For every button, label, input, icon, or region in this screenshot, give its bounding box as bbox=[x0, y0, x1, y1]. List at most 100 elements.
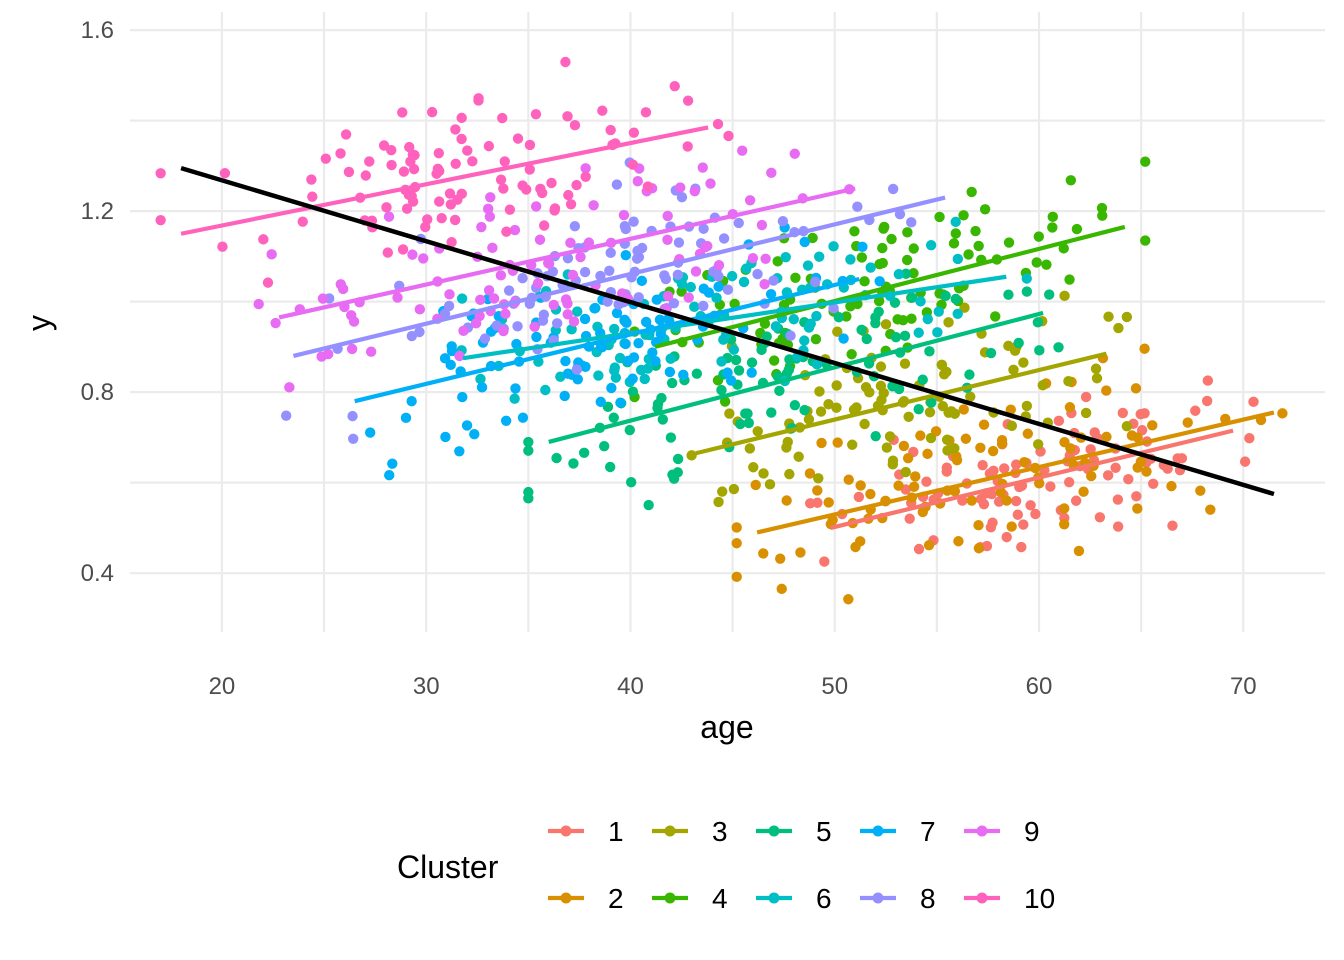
scatter-point bbox=[977, 459, 988, 471]
scatter-point bbox=[456, 112, 467, 124]
scatter-point bbox=[1101, 431, 1112, 443]
legend-key-point bbox=[664, 892, 676, 904]
scatter-point bbox=[475, 294, 486, 305]
scatter-point bbox=[253, 298, 264, 310]
scatter-point bbox=[894, 208, 906, 220]
scatter-point bbox=[572, 306, 583, 317]
scatter-point bbox=[565, 237, 576, 249]
scatter-point bbox=[880, 319, 892, 330]
scatter-point bbox=[1025, 500, 1036, 511]
scatter-point bbox=[569, 119, 581, 131]
scatter-point bbox=[1147, 420, 1158, 431]
scatter-point bbox=[924, 407, 936, 418]
scatter-point bbox=[529, 321, 540, 332]
legend-item: 8 bbox=[860, 883, 936, 914]
legend-key-point bbox=[976, 825, 988, 837]
scatter-point bbox=[551, 318, 563, 329]
scatter-point bbox=[815, 406, 827, 417]
scatter-point bbox=[1030, 508, 1041, 520]
scatter-point bbox=[530, 108, 542, 120]
scatter-point bbox=[571, 179, 582, 191]
scatter-point bbox=[747, 252, 759, 264]
legend-key-point bbox=[872, 825, 884, 837]
scatter-point bbox=[426, 106, 438, 118]
scatter-point bbox=[656, 392, 667, 404]
scatter-point bbox=[790, 272, 801, 283]
scatter-point bbox=[523, 436, 534, 448]
scatter-point bbox=[548, 299, 559, 311]
x-axis-title: age bbox=[700, 709, 753, 745]
scatter-point bbox=[643, 499, 654, 511]
scatter-point bbox=[386, 159, 397, 171]
scatter-point bbox=[340, 129, 352, 140]
scatter-point bbox=[467, 156, 478, 167]
scatter-point bbox=[965, 391, 976, 402]
cluster-fit-line bbox=[278, 186, 856, 320]
scatter-point bbox=[733, 217, 744, 229]
scatter-point bbox=[932, 327, 943, 338]
scatter-point bbox=[1058, 243, 1069, 254]
overall-regression-line bbox=[180, 165, 1275, 497]
scatter-point bbox=[436, 212, 447, 224]
overall-fit-line bbox=[180, 165, 1275, 497]
legend-item: 2 bbox=[548, 883, 624, 914]
scatter-point bbox=[642, 181, 654, 192]
scatter-point bbox=[270, 317, 281, 329]
scatter-point bbox=[942, 445, 953, 456]
scatter-point bbox=[633, 338, 644, 349]
scatter-point bbox=[917, 374, 928, 385]
grid-lines bbox=[130, 12, 1325, 632]
scatter-point bbox=[759, 279, 770, 290]
scatter-point bbox=[532, 277, 544, 289]
scatter-point bbox=[718, 334, 729, 345]
scatter-point bbox=[852, 201, 863, 212]
scatter-point bbox=[730, 354, 742, 366]
scatter-point bbox=[560, 56, 571, 68]
scatter-point bbox=[501, 226, 512, 237]
scatter-point bbox=[933, 306, 944, 317]
scatter-point bbox=[483, 140, 495, 152]
scatter-point bbox=[662, 290, 674, 302]
scatter-point bbox=[1277, 408, 1288, 419]
scatter-point bbox=[832, 326, 843, 337]
scatter-point bbox=[456, 293, 468, 304]
cluster-fit-line bbox=[354, 276, 860, 404]
legend-label: 6 bbox=[816, 883, 832, 914]
scatter-point bbox=[735, 418, 746, 430]
legend-label: 1 bbox=[608, 816, 624, 847]
scatter-point bbox=[877, 257, 888, 269]
scatter-point bbox=[1033, 231, 1045, 242]
scatter-point bbox=[397, 244, 409, 255]
scatter-point bbox=[886, 233, 897, 245]
scatter-point bbox=[764, 479, 776, 490]
cluster-fit-line bbox=[830, 428, 1234, 530]
scatter-point bbox=[809, 276, 821, 288]
scatter-point bbox=[772, 256, 783, 267]
scatter-point bbox=[738, 276, 750, 288]
scatter-point bbox=[878, 387, 889, 399]
scatter-point bbox=[812, 485, 823, 496]
scatter-point bbox=[628, 127, 640, 138]
scatter-point bbox=[849, 226, 860, 237]
scatter-point bbox=[1080, 391, 1092, 403]
scatter-point bbox=[705, 178, 716, 189]
scatter-point bbox=[398, 166, 410, 177]
scatter-point bbox=[789, 400, 801, 411]
scatter-point bbox=[725, 375, 737, 386]
scatter-point bbox=[609, 362, 621, 373]
scatter-point bbox=[609, 323, 620, 335]
scatter-point bbox=[1130, 383, 1142, 394]
legend-label: 4 bbox=[712, 883, 728, 914]
scatter-point bbox=[1031, 257, 1042, 268]
scatter-point bbox=[1010, 495, 1022, 507]
scatter-point bbox=[678, 369, 689, 381]
scatter-point bbox=[360, 170, 371, 181]
scatter-point bbox=[1064, 402, 1076, 413]
scatter-point bbox=[1091, 373, 1103, 384]
scatter-point bbox=[651, 294, 663, 305]
scatter-point bbox=[1139, 343, 1150, 354]
scatter-point bbox=[717, 486, 728, 497]
scatter-point bbox=[865, 488, 876, 500]
scatter-point bbox=[777, 215, 789, 227]
